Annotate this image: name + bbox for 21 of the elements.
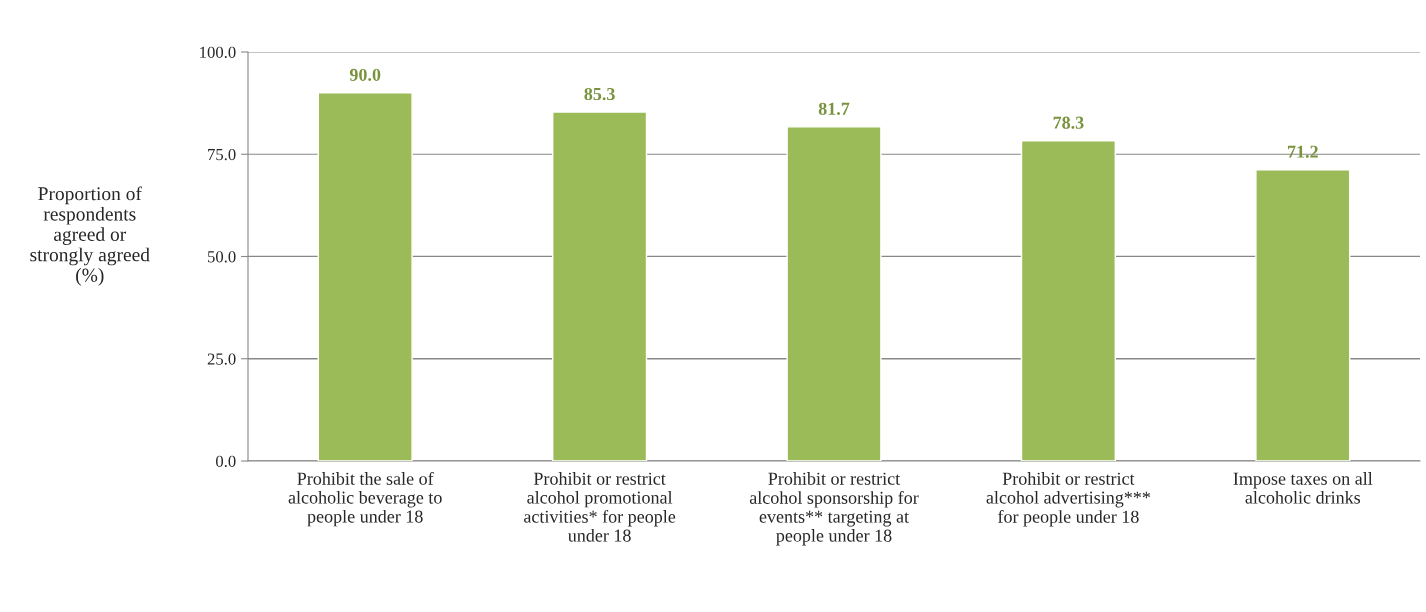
data-label: 81.7 xyxy=(818,102,850,115)
y-tick-label: 0.0 xyxy=(216,455,236,468)
bar xyxy=(786,126,882,461)
x-tick-label: Impose taxes on all alcoholic drinks xyxy=(1233,472,1373,504)
y-tick-label: 50.0 xyxy=(208,251,236,263)
bar xyxy=(317,92,413,461)
data-label: 85.3 xyxy=(584,87,615,101)
y-tick-label: 100.0 xyxy=(200,46,236,59)
data-label: 71.2 xyxy=(1288,145,1318,158)
x-tick-label: Prohibit or restrict alcohol promotional activities* for people under 18 xyxy=(524,472,676,542)
data-label: 78.3 xyxy=(1053,116,1084,129)
y-tick-label: 25.0 xyxy=(207,353,236,365)
y-axis-title: Proportion of respondents agreed or strongly agreed (%) xyxy=(30,186,150,286)
y-tick-label: 75.0 xyxy=(208,148,236,161)
x-tick-label: Prohibit or restrict alcohol sponsorship for events** targeting at people under 18 xyxy=(749,472,919,546)
bar xyxy=(552,111,648,461)
x-tick-label: Prohibit the sale of alcoholic beverage to people under 18 xyxy=(288,471,442,527)
bar xyxy=(1020,140,1116,461)
data-label: 90.0 xyxy=(349,68,381,81)
x-tick-label: Prohibit or restrict alcohol advertising*** for people under 18 xyxy=(986,472,1151,527)
bar xyxy=(1255,169,1351,461)
